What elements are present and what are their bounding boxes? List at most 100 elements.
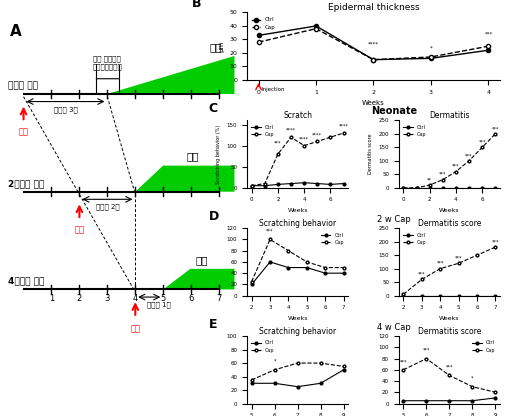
Ctrl	[288, 181, 294, 186]
Ctrl	[456, 293, 462, 298]
Text: 5: 5	[161, 295, 166, 303]
Title: Scratching behavior: Scratching behavior	[259, 219, 336, 228]
Cap	[322, 265, 328, 270]
Ctrl	[262, 183, 268, 188]
Text: 증상: 증상	[186, 151, 199, 161]
Cap	[294, 361, 300, 366]
Cap	[340, 265, 346, 270]
Y-axis label: μm: μm	[218, 41, 224, 52]
Cap	[304, 260, 310, 265]
Line: Ctrl: Ctrl	[250, 369, 345, 388]
Cap	[423, 356, 429, 361]
Y-axis label: Dermatitis score: Dermatitis score	[368, 134, 373, 174]
Text: ***: ***	[465, 153, 473, 158]
Text: *: *	[273, 358, 276, 363]
Polygon shape	[135, 166, 234, 192]
Text: 7: 7	[217, 295, 222, 303]
Ctrl	[414, 185, 420, 190]
Ctrl	[466, 185, 472, 190]
Ctrl	[400, 185, 407, 190]
Cap	[492, 131, 498, 136]
Cap	[456, 261, 462, 266]
Line: Cap: Cap	[250, 131, 345, 187]
Polygon shape	[108, 56, 234, 94]
Ctrl	[301, 180, 307, 185]
Ctrl	[285, 265, 291, 270]
Cap	[248, 377, 255, 382]
Text: C: C	[209, 102, 218, 115]
Cap	[262, 181, 268, 186]
Ctrl	[313, 23, 319, 28]
Text: 잠복기 1주: 잠복기 1주	[146, 302, 170, 308]
Text: *: *	[471, 376, 474, 381]
Legend: Ctrl, Cap: Ctrl, Cap	[401, 123, 428, 139]
Title: Scratching behavior: Scratching behavior	[259, 327, 336, 336]
Ctrl	[446, 398, 452, 403]
Ctrl	[419, 293, 425, 298]
X-axis label: Weeks: Weeks	[287, 316, 308, 321]
Text: ***: ***	[274, 141, 282, 146]
Text: **: **	[427, 177, 432, 182]
Text: ***: ***	[491, 239, 499, 245]
Text: 2: 2	[77, 295, 82, 303]
Legend: Ctrl, Cap: Ctrl, Cap	[250, 15, 278, 32]
Title: Dermatitis score: Dermatitis score	[418, 327, 481, 336]
Cap	[474, 253, 480, 258]
Cap	[248, 279, 255, 284]
Ctrl	[423, 398, 429, 403]
Line: Cap: Cap	[250, 362, 345, 381]
X-axis label: Weeks: Weeks	[362, 100, 385, 106]
Y-axis label: Scratching behavior (%): Scratching behavior (%)	[216, 124, 221, 184]
Legend: Ctrl, Cap: Ctrl, Cap	[249, 339, 276, 355]
Cap	[288, 135, 294, 140]
Cap	[469, 384, 475, 389]
Cap	[301, 143, 307, 148]
Ctrl	[248, 183, 255, 188]
Legend: Ctrl, Cap: Ctrl, Cap	[471, 339, 497, 355]
Text: ***: ***	[491, 126, 499, 131]
Text: D: D	[209, 210, 219, 223]
Title: Dermatitis: Dermatitis	[429, 111, 470, 120]
Cap	[428, 54, 434, 59]
Ctrl	[304, 265, 310, 270]
Line: Ctrl: Ctrl	[402, 396, 497, 402]
Cap	[275, 151, 281, 156]
Cap	[453, 169, 459, 174]
Ctrl	[437, 293, 443, 298]
Ctrl	[294, 384, 300, 389]
Text: ***: ***	[418, 272, 426, 277]
Cap	[400, 367, 407, 372]
Cap	[440, 177, 446, 182]
Cap	[492, 390, 498, 395]
Cap	[248, 183, 255, 188]
Ctrl	[400, 293, 407, 298]
X-axis label: Weeks: Weeks	[439, 208, 460, 213]
Text: ***: ***	[445, 365, 453, 370]
Ctrl	[427, 185, 433, 190]
Ctrl	[327, 182, 333, 187]
Cap	[427, 183, 433, 188]
Text: 2주령쥐 주사: 2주령쥐 주사	[8, 179, 44, 188]
Ctrl	[440, 185, 446, 190]
Cap	[479, 145, 485, 150]
Cap	[400, 292, 407, 297]
Title: Epidermal thickness: Epidermal thickness	[328, 2, 419, 12]
X-axis label: Weeks: Weeks	[439, 316, 460, 321]
Line: Cap: Cap	[402, 357, 497, 394]
Cap	[272, 367, 278, 372]
Ctrl	[248, 282, 255, 287]
Ctrl	[322, 271, 328, 276]
Ctrl	[314, 181, 320, 186]
Cap	[340, 131, 346, 136]
Text: 신생아 주사: 신생아 주사	[8, 81, 38, 90]
Legend: Ctrl, Cap: Ctrl, Cap	[249, 123, 276, 139]
Text: 주사: 주사	[130, 325, 140, 334]
Ctrl	[492, 293, 498, 298]
Polygon shape	[163, 269, 234, 290]
Text: 증상: 증상	[195, 255, 208, 265]
Text: 2 w Cap: 2 w Cap	[377, 215, 411, 224]
Line: Cap: Cap	[257, 27, 490, 62]
Ctrl	[492, 185, 498, 190]
Title: Dermatitis score: Dermatitis score	[418, 219, 481, 228]
Cap	[285, 248, 291, 253]
